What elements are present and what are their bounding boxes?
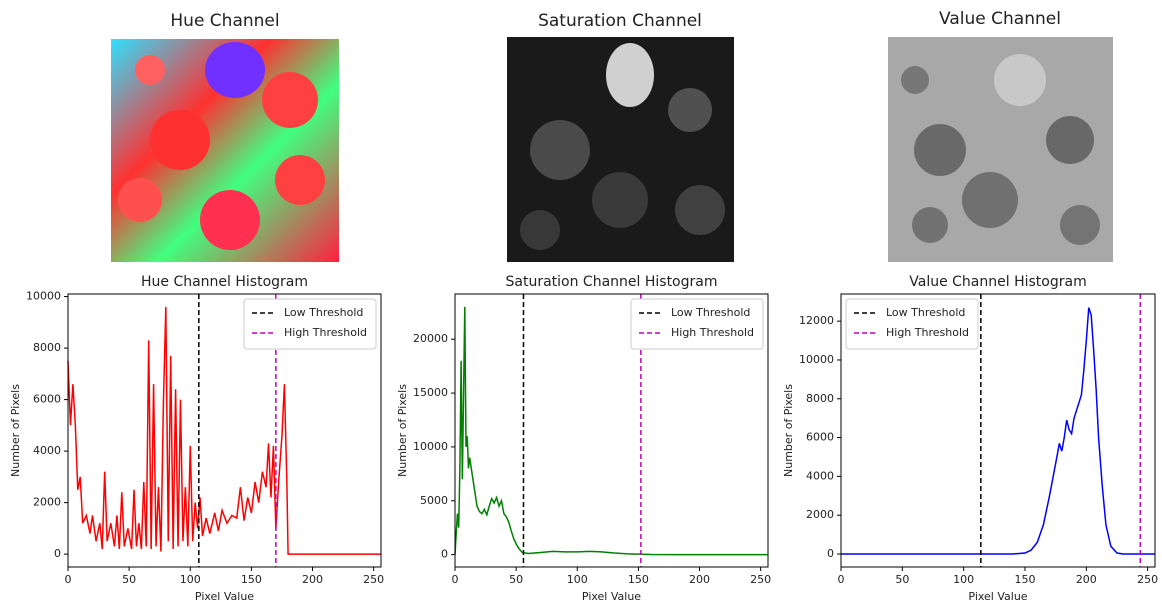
histogram-line: [841, 307, 1155, 555]
x-axis-label: Pixel Value: [195, 590, 254, 602]
image-title: Saturation Channel: [538, 11, 702, 31]
chart-title: Hue Channel Histogram: [141, 274, 308, 290]
y-tick-label: 4000: [806, 469, 834, 482]
y-tick-label: 20000: [413, 332, 448, 345]
chart-title: Value Channel Histogram: [909, 274, 1086, 290]
chart-title: Saturation Channel Histogram: [506, 274, 718, 290]
x-tick-label: 100: [180, 573, 201, 586]
legend-label: High Threshold: [671, 326, 754, 339]
x-tick-label: 0: [65, 573, 72, 586]
x-axis-label: Pixel Value: [582, 590, 641, 602]
y-axis-label: Number of Pixels: [782, 384, 795, 477]
x-tick-label: 150: [1014, 573, 1035, 586]
histogram-line: [454, 306, 768, 556]
y-axis-label: Number of Pixels: [396, 384, 409, 477]
x-tick-label: 50: [895, 573, 909, 586]
x-axis-label: Pixel Value: [968, 590, 1027, 602]
plot-frame: [454, 293, 769, 568]
x-tick-label: 50: [122, 573, 136, 586]
y-tick-label: 2000: [806, 508, 834, 521]
y-tick-label: 12000: [799, 314, 834, 327]
saturation-image: [507, 37, 734, 262]
y-tick-label: 8000: [806, 392, 834, 405]
legend-box: [243, 298, 377, 350]
y-tick-label: 0: [441, 548, 448, 561]
x-tick-label: 0: [838, 573, 845, 586]
x-tick-label: 200: [689, 573, 710, 586]
image-title: Value Channel: [939, 9, 1061, 29]
y-tick-label: 6000: [806, 431, 834, 444]
y-tick-label: 2000: [33, 496, 61, 509]
x-tick-label: 200: [1076, 573, 1097, 586]
y-tick-label: 15000: [413, 386, 448, 399]
hue-image: [111, 39, 339, 262]
y-tick-label: 10000: [26, 290, 61, 303]
y-tick-label: 5000: [420, 494, 448, 507]
histogram-line: [67, 306, 381, 555]
y-tick-label: 0: [827, 547, 834, 560]
x-tick-label: 150: [628, 573, 649, 586]
y-tick-label: 8000: [33, 341, 61, 354]
x-tick-label: 100: [567, 573, 588, 586]
legend-label: Low Threshold: [284, 306, 363, 319]
legend-label: Low Threshold: [671, 306, 750, 319]
legend: Low Threshold High Threshold: [630, 298, 764, 350]
y-tick-label: 0: [54, 547, 61, 560]
x-tick-label: 100: [953, 573, 974, 586]
y-tick-label: 4000: [33, 444, 61, 457]
legend-box: [630, 298, 764, 350]
plot-frame: [67, 293, 382, 568]
plot-frame: [840, 293, 1156, 568]
x-tick-label: 200: [302, 573, 323, 586]
legend: Low Threshold High Threshold: [845, 298, 979, 350]
legend-label: Low Threshold: [886, 306, 965, 319]
legend-label: High Threshold: [886, 326, 969, 339]
image-title: Hue Channel: [170, 11, 279, 31]
legend-label: High Threshold: [284, 326, 367, 339]
x-tick-label: 250: [1137, 573, 1158, 586]
x-tick-label: 250: [750, 573, 771, 586]
y-tick-label: 10000: [413, 440, 448, 453]
x-tick-label: 0: [452, 573, 459, 586]
y-tick-label: 10000: [799, 353, 834, 366]
legend: Low Threshold High Threshold: [243, 298, 377, 350]
legend-box: [845, 298, 979, 350]
value-image: [888, 37, 1113, 262]
x-tick-label: 150: [241, 573, 262, 586]
x-tick-label: 50: [509, 573, 523, 586]
y-axis-label: Number of Pixels: [9, 384, 22, 477]
y-tick-label: 6000: [33, 393, 61, 406]
x-tick-label: 250: [363, 573, 384, 586]
